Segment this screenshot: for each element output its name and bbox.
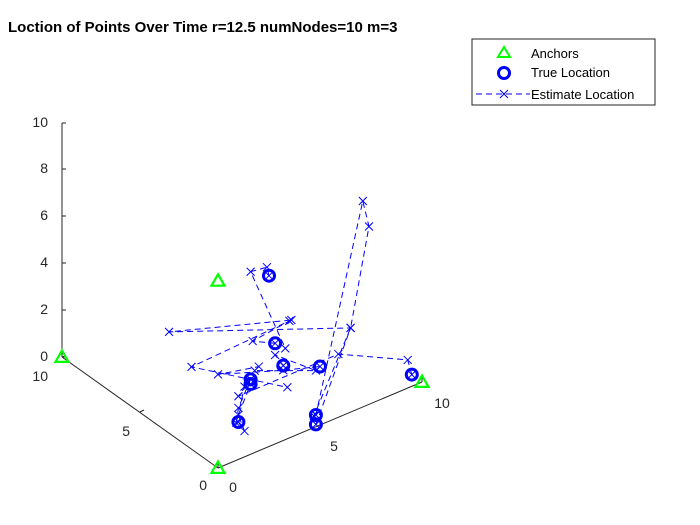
estimate-point-3-2 bbox=[164, 327, 174, 337]
true-location-point-8 bbox=[231, 415, 246, 429]
estimate-point-7-1 bbox=[234, 403, 243, 413]
estimate-point-4-1 bbox=[248, 336, 258, 346]
estimate-point-6-1 bbox=[270, 350, 280, 360]
estimate-point-4-2 bbox=[285, 316, 294, 326]
estimate-point-0-2 bbox=[246, 267, 255, 277]
estimate-path-5 bbox=[217, 366, 321, 375]
anchor-point-1 bbox=[413, 373, 431, 388]
estimate-point-2-1 bbox=[358, 196, 368, 206]
x-tick-label-0: 0 bbox=[229, 479, 237, 495]
true-location-point-9 bbox=[262, 268, 276, 283]
estimate-point-0-0 bbox=[264, 271, 274, 281]
chart-title: Loction of Points Over Time r=12.5 numNo… bbox=[8, 19, 397, 36]
estimate-point-3-3 bbox=[287, 315, 296, 325]
estimate-point-8-0 bbox=[234, 417, 243, 427]
z-tick-label-4: 4 bbox=[40, 254, 48, 270]
y-axis-line bbox=[61, 356, 219, 469]
legend-label-anchors: Anchors bbox=[531, 46, 579, 61]
estimate-point-6-0 bbox=[278, 361, 288, 370]
true-location-point-0 bbox=[268, 336, 283, 351]
estimate-point-4-3 bbox=[187, 362, 196, 372]
anchor-point-2 bbox=[53, 348, 71, 363]
true-location-point-1 bbox=[404, 367, 419, 382]
x-tick-label-10: 10 bbox=[434, 395, 450, 411]
z-tick-label-0: 0 bbox=[40, 348, 48, 364]
legend-marker-true-location bbox=[497, 66, 511, 80]
estimate-point-2-0 bbox=[311, 410, 321, 420]
true-location-point-4 bbox=[276, 358, 291, 373]
estimate-point-5-2 bbox=[213, 370, 223, 379]
y-tick-label-10: 10 bbox=[32, 368, 48, 384]
legend-label-true-location: True Location bbox=[531, 65, 610, 80]
axes: 0 2 4 6 8 10 10 5 0 0 5 10 bbox=[32, 114, 450, 495]
estimate-path-7 bbox=[235, 379, 252, 423]
true-location-point-2 bbox=[308, 408, 323, 422]
z-tick-label-2: 2 bbox=[40, 301, 48, 317]
estimate-path-3 bbox=[168, 319, 352, 425]
x-tick-label-5: 5 bbox=[330, 438, 338, 454]
estimate-point-4-4 bbox=[283, 382, 292, 392]
anchor-point-0 bbox=[209, 459, 227, 474]
legend-label-estimate-location: Estimate Location bbox=[531, 87, 634, 102]
z-tick-label-6: 6 bbox=[40, 207, 48, 223]
plot-layer bbox=[53, 196, 431, 474]
estimate-point-1-0 bbox=[407, 370, 417, 379]
estimate-path-6 bbox=[254, 353, 317, 372]
y-tick-5 bbox=[139, 409, 145, 413]
estimate-point-4-0 bbox=[270, 338, 280, 348]
estimate-point-3-1 bbox=[346, 323, 355, 333]
anchor-point-3 bbox=[209, 272, 227, 287]
estimate-path-2 bbox=[313, 200, 370, 417]
estimate-point-3-0 bbox=[311, 420, 321, 429]
z-tick-label-10: 10 bbox=[32, 114, 48, 130]
estimate-point-8-1 bbox=[240, 426, 249, 436]
estimate-point-2-2 bbox=[364, 222, 374, 231]
estimate-point-0-3 bbox=[280, 344, 290, 353]
z-tick-label-8: 8 bbox=[40, 160, 48, 176]
legend: Anchors True Location Estimate Location bbox=[471, 38, 656, 106]
estimate-point-1-3 bbox=[234, 391, 243, 401]
true-location-point-7 bbox=[243, 377, 258, 391]
true-location-point-6 bbox=[243, 372, 258, 387]
legend-marker-anchors bbox=[496, 45, 512, 58]
y-tick-label-5: 5 bbox=[122, 423, 130, 439]
legend-marker-estimate-location bbox=[476, 89, 530, 99]
true-location-point-5 bbox=[313, 359, 327, 374]
y-tick-label-0: 0 bbox=[199, 477, 207, 493]
true-location-point-3 bbox=[308, 417, 323, 432]
estimate-point-1-1 bbox=[403, 355, 413, 365]
